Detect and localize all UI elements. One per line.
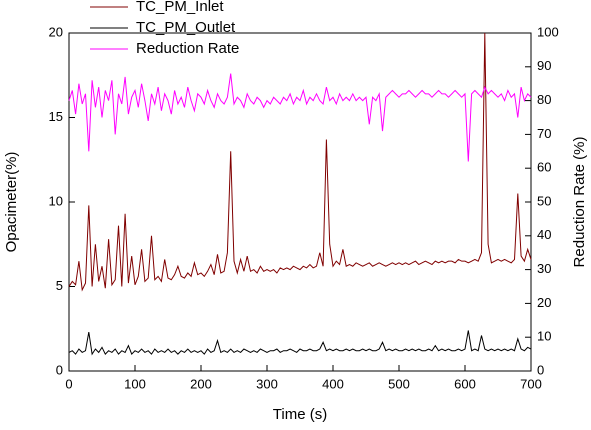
x-tick-label: 500 (388, 376, 410, 391)
x-tick-label: 600 (454, 376, 476, 391)
y2-tick-label: 70 (537, 126, 551, 141)
x-tick-label: 400 (322, 376, 344, 391)
x-tick-label: 700 (520, 376, 542, 391)
y2-tick-label: 30 (537, 261, 551, 276)
y-tick-label: 0 (56, 362, 63, 377)
x-axis-label: Time (s) (273, 406, 327, 423)
x-tick-label: 100 (124, 376, 146, 391)
y-tick-label: 20 (49, 24, 63, 39)
y2-tick-label: 100 (537, 24, 559, 39)
x-tick-label: 200 (190, 376, 212, 391)
series-line (68, 32, 532, 292)
y2-tick-label: 50 (537, 193, 551, 208)
y-tick-label: 15 (49, 109, 63, 124)
x-tick-label: 300 (256, 376, 278, 391)
y2-tick-label: 10 (537, 329, 551, 344)
y2-tick-label: 40 (537, 227, 551, 242)
y-tick-label: 5 (56, 278, 63, 293)
y2-tick-label: 80 (537, 92, 551, 107)
y-tick-label: 10 (49, 193, 63, 208)
x-tick-label: 0 (65, 376, 72, 391)
y2-tick-label: 60 (537, 160, 551, 175)
legend-label: TC_PM_Outlet (136, 19, 236, 36)
plot-frame (68, 32, 532, 372)
series-line (68, 73, 532, 162)
y-axis-label: Opacimeter(%) (3, 152, 20, 253)
y2-axis-label: Reduction Rate (%) (571, 137, 588, 268)
series-line (68, 330, 532, 356)
y2-tick-label: 20 (537, 295, 551, 310)
legend-label: TC_PM_Inlet (136, 0, 224, 15)
y2-tick-label: 90 (537, 58, 551, 73)
y2-tick-label: 0 (537, 362, 544, 377)
legend-label: Reduction Rate (136, 40, 239, 57)
